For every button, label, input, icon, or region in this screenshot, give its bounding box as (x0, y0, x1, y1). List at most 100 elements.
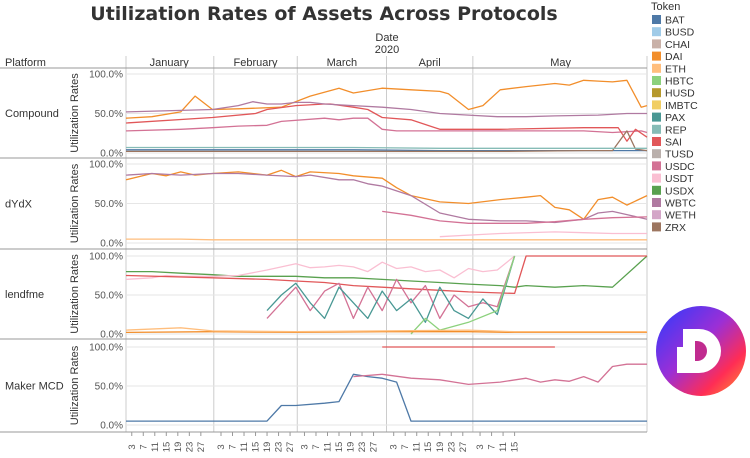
legend-swatch (652, 210, 661, 220)
column-subheader: 2020 (375, 44, 399, 56)
month-label: February (234, 57, 279, 69)
legend-label: HUSD (665, 88, 695, 100)
month-label: January (150, 57, 190, 69)
legend-swatch (652, 137, 661, 146)
legend-swatch (652, 88, 661, 98)
y-tick-label: 100.0% (89, 160, 123, 171)
x-tick-label: 7 (400, 444, 411, 449)
platform-label: Maker MCD (5, 381, 64, 393)
series-line-eth (125, 327, 647, 333)
legend: BATBUSDCHAIDAIETHHBTCHUSDIMBTCPAXREPSAIT… (652, 15, 698, 234)
x-tick-label: 27 (196, 442, 207, 453)
platform-label: lendfme (5, 289, 44, 301)
series-line-zrx (126, 130, 648, 153)
legend-item-usdc: USDC (652, 161, 695, 173)
y-axis-label: Utilization Rates (69, 73, 81, 153)
x-tick-label: 19 (173, 442, 184, 453)
legend-label: BAT (665, 15, 685, 27)
panel-maker-mcd: 0.0% 50.0% 100.0% Utilization Rates Maker MC… (0, 343, 647, 433)
brand-logo (656, 306, 746, 396)
y-axis-label: Utilization Rates (69, 163, 81, 243)
panel-dydx: 0.0% 50.0% 100.0% Utilization Rates dYdX (0, 160, 648, 250)
x-tick-label: 19 (435, 442, 446, 453)
x-tick-label: 15 (251, 442, 262, 453)
legend-swatch (652, 198, 661, 207)
legend-label: CHAI (665, 39, 690, 51)
x-axis: 3 7 11 15 19 23 27 3 7 11 15 19 23 27 3 7 11 15 19 23 27 3 7 11… (126, 431, 647, 453)
panel-lendfme: 0.0% 50.0% 100.0% Utilization Rates lendfme (0, 252, 648, 341)
x-tick-label: 3 (389, 444, 400, 449)
legend-swatch (652, 173, 661, 183)
y-tick-label: 100.0% (89, 252, 123, 263)
legend-label: WBTC (665, 198, 696, 210)
legend-item-sai: SAI (652, 137, 682, 149)
x-tick-label: 23 (274, 442, 285, 453)
series-line-eth (126, 238, 647, 241)
legend-label: ETH (665, 63, 686, 75)
x-tick-label: 11 (239, 442, 250, 452)
legend-item-busd: BUSD (652, 27, 695, 39)
x-tick-label: 19 (262, 442, 273, 453)
series-line-usdc (125, 117, 648, 134)
x-tick-label: 15 (161, 442, 172, 453)
x-tick-label: 23 (184, 442, 195, 453)
legend-item-chai: CHAI (652, 39, 690, 51)
legend-item-pax: PAX (652, 112, 685, 124)
month-label: March (327, 57, 358, 69)
legend-swatch (652, 185, 661, 195)
y-tick-label: 0.0% (100, 239, 123, 250)
x-tick-label: 27 (458, 442, 469, 453)
legend-swatch (652, 51, 661, 61)
legend-item-rep: REP (652, 124, 687, 136)
legend-swatch (652, 39, 661, 49)
series-line-usdt (125, 255, 516, 281)
y-tick-label: 0.0% (100, 149, 123, 160)
x-tick-label: 11 (412, 442, 423, 452)
x-tick-label: 15 (423, 442, 434, 453)
legend-label: DAI (665, 51, 683, 63)
legend-item-bat: BAT (652, 15, 685, 27)
panel-compound: 0.0% 50.0% 100.0% Utilization Rates Compound (0, 70, 648, 160)
series-line-usdc (353, 363, 647, 386)
legend-swatch (652, 76, 661, 85)
x-tick-label: 15 (510, 442, 521, 453)
platform-label: Compound (5, 108, 59, 120)
x-tick-label: 7 (228, 444, 239, 449)
legend-item-eth: ETH (652, 63, 686, 75)
series-line-sai (125, 255, 647, 295)
legend-item-weth: WETH (652, 210, 696, 222)
legend-label: IMBTC (665, 100, 698, 112)
y-tick-label: 50.0% (95, 382, 123, 393)
legend-swatch (652, 63, 661, 73)
y-tick-label: 100.0% (89, 343, 123, 354)
x-tick-label: 7 (311, 444, 322, 449)
legend-item-tusd: TUSD (652, 149, 694, 161)
legend-item-usdx: USDX (652, 185, 694, 197)
x-tick-label: 27 (369, 442, 380, 453)
x-tick-label: 27 (285, 442, 296, 453)
series-line-bat (126, 373, 647, 422)
legend-item-zrx: ZRX (652, 222, 686, 234)
grid-frame: January February March April May (0, 56, 648, 432)
legend-item-husd: HUSD (652, 88, 695, 100)
x-tick-label: 3 (299, 444, 310, 449)
y-tick-label: 0.0% (100, 330, 123, 341)
y-tick-label: 50.0% (95, 291, 123, 302)
legend-swatch (652, 124, 661, 134)
y-axis-label: Utilization Rates (69, 254, 81, 334)
x-tick-label: 3 (475, 444, 486, 449)
x-tick-label: 3 (216, 444, 227, 449)
series-line-wbtc (125, 101, 647, 118)
legend-label: USDX (665, 185, 694, 197)
legend-label: USDT (665, 173, 694, 185)
legend-label: SAI (665, 137, 682, 149)
legend-label: TUSD (665, 149, 694, 161)
y-axis-label: Utilization Rates (69, 345, 81, 425)
series-line-hbtc (410, 255, 516, 335)
series-line-dai (125, 331, 647, 334)
legend-label: REP (665, 124, 687, 136)
series-line-pax (266, 255, 516, 323)
legend-item-hbtc: HBTC (652, 76, 694, 88)
x-tick-label: 11 (322, 442, 333, 452)
